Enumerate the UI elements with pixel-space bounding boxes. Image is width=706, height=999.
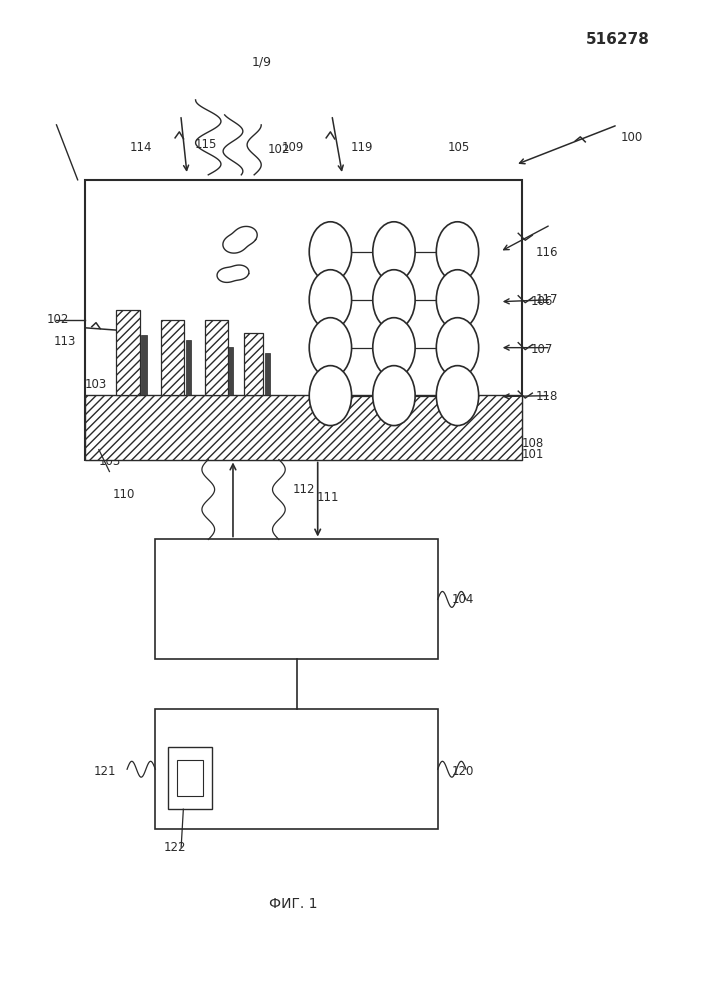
Text: 118: 118 [536, 390, 558, 404]
Text: 121: 121 [93, 764, 116, 778]
Circle shape [436, 318, 479, 378]
FancyBboxPatch shape [228, 347, 233, 395]
Text: 110: 110 [112, 488, 135, 501]
Text: 117: 117 [536, 293, 558, 307]
Text: 116: 116 [536, 246, 558, 260]
Text: 107: 107 [531, 343, 554, 357]
Text: 106: 106 [531, 295, 554, 309]
Text: 104: 104 [451, 592, 474, 606]
Text: 103: 103 [98, 455, 121, 469]
Text: 115: 115 [195, 138, 217, 152]
Circle shape [436, 366, 479, 426]
Text: 108: 108 [522, 437, 544, 451]
Text: 1/9: 1/9 [251, 55, 271, 69]
Circle shape [373, 222, 415, 282]
Text: 102: 102 [47, 313, 69, 327]
Text: F4: F4 [451, 391, 464, 401]
Text: 102: 102 [268, 143, 290, 157]
Text: 114: 114 [130, 141, 152, 155]
FancyBboxPatch shape [155, 709, 438, 829]
Text: BM: BM [386, 343, 402, 353]
Polygon shape [223, 227, 257, 253]
Circle shape [373, 318, 415, 378]
Text: G: G [326, 391, 335, 401]
FancyBboxPatch shape [141, 335, 147, 395]
FancyBboxPatch shape [85, 395, 522, 460]
Text: F2: F2 [451, 295, 464, 305]
Text: 122: 122 [164, 840, 186, 854]
Text: BM: BM [386, 247, 402, 257]
Polygon shape [217, 265, 249, 283]
Text: BM: BM [386, 295, 402, 305]
Text: F3: F3 [451, 343, 464, 353]
Circle shape [309, 270, 352, 330]
Text: 516278: 516278 [586, 32, 650, 48]
FancyBboxPatch shape [116, 310, 140, 395]
Text: 112: 112 [292, 483, 315, 497]
Text: 101: 101 [522, 448, 544, 462]
Text: A: A [327, 343, 334, 353]
Text: F1: F1 [451, 247, 464, 257]
FancyBboxPatch shape [155, 539, 438, 659]
Text: ФИГ. 1: ФИГ. 1 [269, 897, 317, 911]
FancyBboxPatch shape [186, 340, 191, 395]
Text: 119: 119 [350, 141, 373, 155]
Circle shape [309, 318, 352, 378]
FancyBboxPatch shape [168, 747, 212, 809]
Circle shape [373, 270, 415, 330]
FancyBboxPatch shape [265, 353, 270, 395]
Text: T: T [328, 247, 333, 257]
FancyBboxPatch shape [161, 320, 184, 395]
Text: 113: 113 [54, 335, 76, 349]
Text: 103: 103 [84, 378, 107, 392]
Text: 105: 105 [448, 141, 470, 155]
Circle shape [309, 366, 352, 426]
FancyBboxPatch shape [177, 760, 203, 796]
Circle shape [436, 270, 479, 330]
Text: C: C [327, 295, 334, 305]
Circle shape [436, 222, 479, 282]
Text: 109: 109 [282, 141, 304, 155]
Text: 111: 111 [317, 491, 340, 504]
Circle shape [373, 366, 415, 426]
FancyBboxPatch shape [205, 320, 228, 395]
Text: 120: 120 [451, 764, 474, 778]
FancyBboxPatch shape [244, 333, 263, 395]
FancyBboxPatch shape [85, 180, 522, 460]
Text: 100: 100 [621, 131, 643, 145]
Text: BM: BM [386, 391, 402, 401]
Circle shape [309, 222, 352, 282]
